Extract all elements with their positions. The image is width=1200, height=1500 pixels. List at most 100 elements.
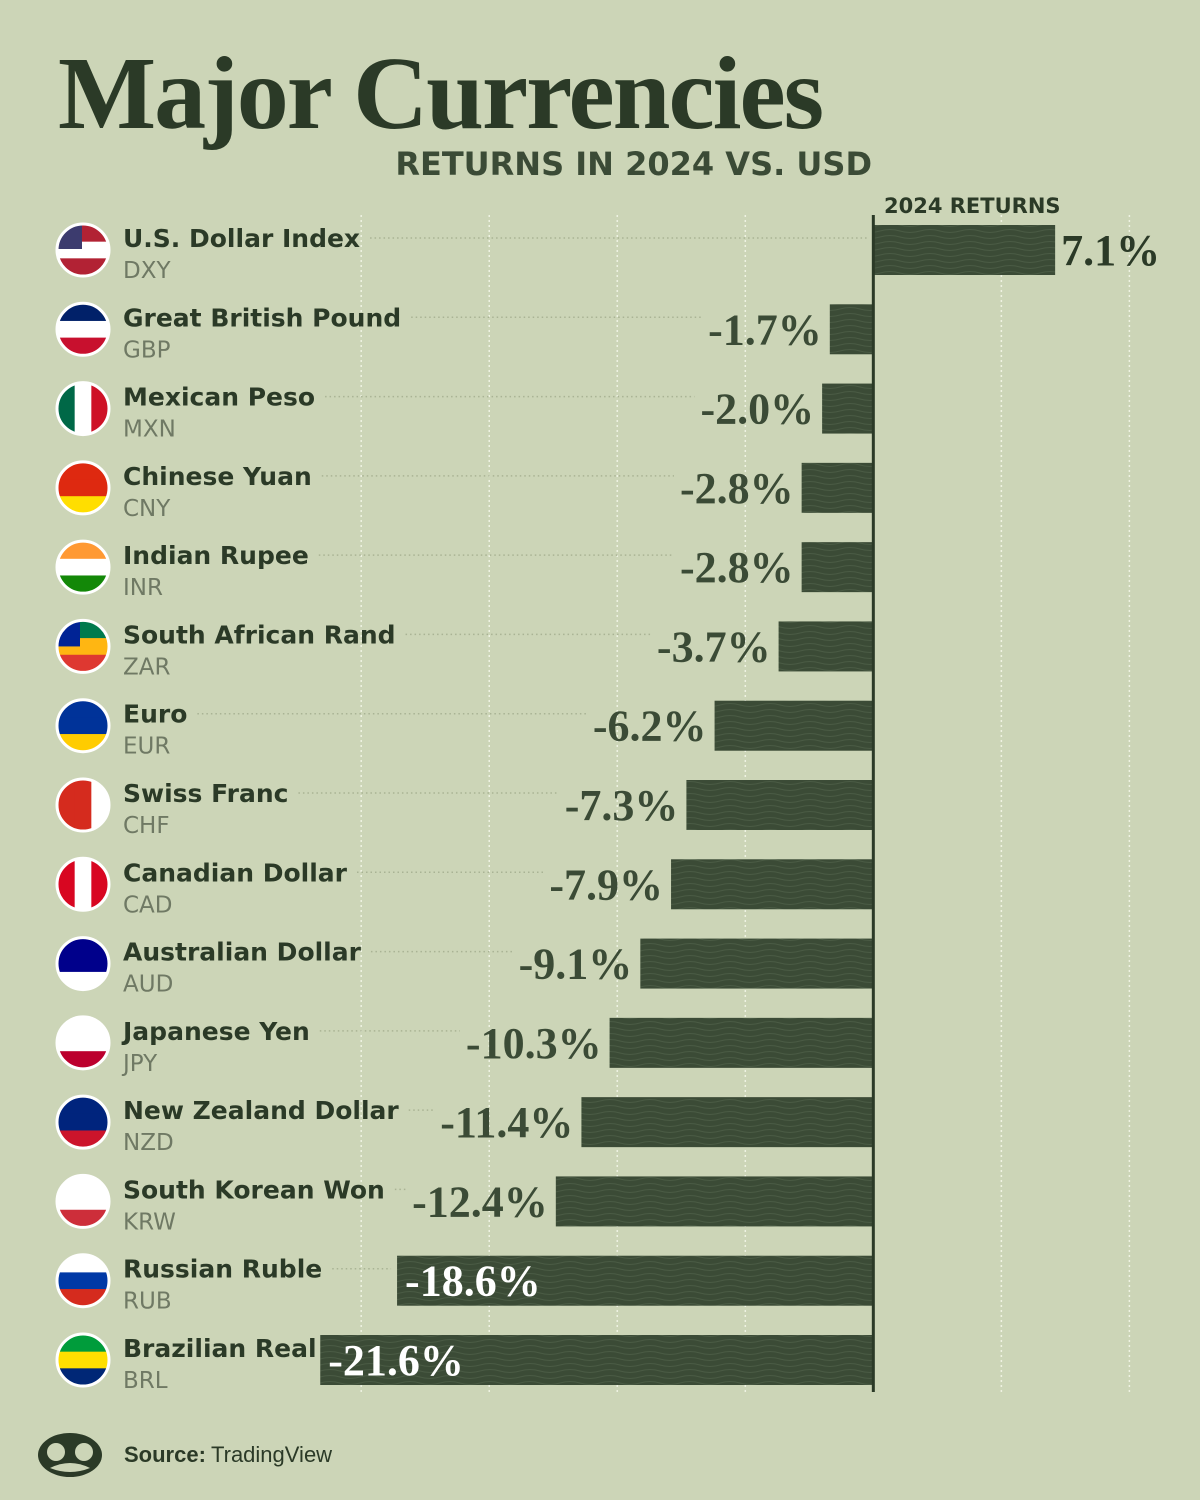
flag-rim: [55, 460, 111, 516]
category-label: Mexican Peso: [123, 383, 315, 412]
flag: [55, 698, 111, 754]
flag-rim: [55, 1015, 111, 1071]
flag-stripe: [58, 1051, 108, 1068]
flag-body: [58, 859, 108, 910]
flag-rim: [55, 301, 111, 357]
flag-body: [58, 304, 108, 355]
flag-stripe: [58, 780, 76, 830]
value-label: -18.6%: [405, 1257, 541, 1306]
flag-stripe: [58, 1351, 108, 1370]
value-label: 7.1%: [1061, 226, 1160, 275]
chart-subtitle: RETURNS IN 2024 VS. USD: [395, 145, 872, 183]
value-label: -7.9%: [549, 860, 663, 909]
value-label: -10.3%: [466, 1019, 602, 1068]
flag-stripe: [58, 1255, 108, 1274]
source: TradingView: [211, 1442, 332, 1467]
code-label: AUD: [123, 972, 173, 998]
flag-rim: [55, 381, 111, 437]
category-label: Swiss Franc: [123, 779, 288, 808]
code-label: GBP: [123, 337, 171, 363]
flag-stripe: [58, 383, 76, 434]
category-label: South African Rand: [123, 620, 396, 649]
bar: [686, 780, 874, 830]
flag-rim: [55, 856, 111, 912]
bar: [822, 383, 874, 434]
code-label: CHF: [123, 813, 170, 839]
flag: [55, 618, 111, 674]
flag-rim: [55, 698, 111, 754]
flag: [55, 381, 111, 437]
code-label: ZAR: [123, 654, 170, 680]
flag: [55, 777, 111, 833]
flag: [55, 936, 111, 992]
flag-stripe: [58, 337, 108, 355]
flag-stripe: [58, 320, 108, 339]
bar: [778, 621, 874, 672]
code-label: NZD: [123, 1130, 174, 1156]
flag-stripe: [74, 859, 93, 910]
code-label: CAD: [123, 892, 173, 918]
flag-body: [58, 1335, 108, 1385]
flag-stripe: [58, 496, 108, 513]
flag-rim: [55, 777, 111, 833]
flag-stripe: [58, 1209, 108, 1227]
flag-stripe: [58, 462, 108, 481]
flag-stripe: [58, 1034, 108, 1053]
flag-stripe: [58, 1176, 108, 1195]
flag-stripe: [91, 859, 108, 910]
code-label: DXY: [123, 258, 171, 284]
category-label: Russian Ruble: [123, 1255, 322, 1284]
flag-stripe: [58, 859, 76, 910]
bar: [801, 462, 874, 513]
code-label: MXN: [123, 417, 176, 443]
category-label: Canadian Dollar: [123, 858, 348, 887]
flag: [55, 539, 111, 595]
code-label: KRW: [123, 1209, 176, 1235]
flag-body: [58, 462, 108, 513]
bar: [555, 1176, 874, 1227]
flag-rim: [55, 618, 111, 674]
bar: [873, 225, 1056, 275]
flag-body: [58, 1176, 108, 1227]
flag-stripe: [58, 717, 108, 736]
bar: [320, 1335, 874, 1385]
category-label: Euro: [123, 700, 187, 729]
flag-stripe: [58, 1335, 108, 1353]
flag-body: [58, 225, 108, 275]
logo: [38, 1433, 102, 1477]
flag-stripe: [58, 1368, 108, 1385]
flag-body: [58, 383, 108, 434]
chart-title: Major Currencies: [58, 36, 822, 151]
flag-rim: [55, 1173, 111, 1229]
bar: [829, 304, 874, 355]
flag-stripe: [58, 955, 108, 973]
bar: [714, 700, 874, 751]
flag-stripe: [58, 734, 108, 751]
flag-stripe: [58, 938, 108, 957]
code-label: RUB: [123, 1289, 172, 1315]
bar: [640, 938, 874, 989]
category-label: Chinese Yuan: [123, 462, 312, 491]
source-label: Source:: [124, 1442, 206, 1467]
flag-stripe: [58, 558, 108, 577]
flag-stripe: [58, 258, 108, 275]
code-label: JPY: [121, 1051, 158, 1077]
flag-rim: [55, 936, 111, 992]
category-label: U.S. Dollar Index: [123, 224, 360, 253]
flag-body: [58, 938, 108, 989]
value-label: -6.2%: [593, 702, 707, 751]
flag: [55, 460, 111, 516]
bar: [581, 1097, 874, 1148]
flag-stripe: [91, 383, 108, 434]
flag-stripe: [58, 575, 108, 593]
value-label: -1.7%: [708, 305, 822, 354]
category-label: Japanese Yen: [121, 1017, 310, 1046]
category-label: Great British Pound: [123, 303, 401, 332]
value-label: -7.3%: [565, 781, 679, 830]
flag-rim: [55, 539, 111, 595]
code-label: CNY: [123, 496, 171, 522]
flag-rim: [55, 1253, 111, 1309]
flag-stripe: [58, 1193, 108, 1211]
flag-rim: [55, 1094, 111, 1150]
